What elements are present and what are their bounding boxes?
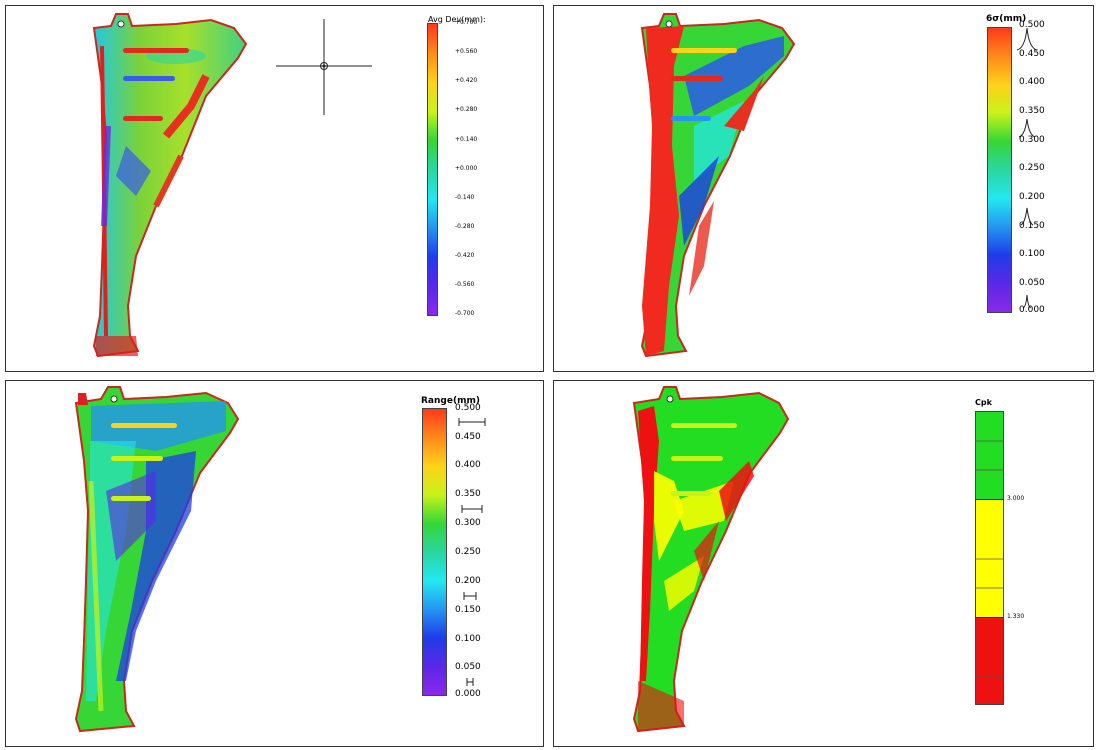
tick-label: -0.700	[455, 310, 475, 317]
tick-label: 0.250	[455, 547, 481, 557]
distribution-curve-icon	[1016, 27, 1038, 51]
distribution-curve-icon	[1018, 118, 1036, 138]
cpk-band-green	[975, 411, 1004, 500]
colorbar-six-sigma	[987, 27, 1012, 313]
tick-label: 0.000	[1019, 305, 1045, 315]
avg-deviation-panel: Avg Dev(mm): +0.700 +0.560 +0.420 +0.280…	[5, 5, 544, 372]
tick-label: 3.000	[1007, 495, 1025, 502]
crosshair-cursor	[276, 19, 372, 115]
cpk-band-red	[975, 617, 1004, 705]
tick-label: 0.100	[455, 634, 481, 644]
tick-label: 0.250	[1019, 163, 1045, 173]
range-bar-icon	[461, 505, 483, 513]
range-panel: Range(mm) 0.500 0.450 0.400 0.350 0.300 …	[5, 380, 544, 747]
range-bar-icon	[458, 418, 486, 426]
tick-label: -0.280	[455, 223, 475, 230]
part-cpk-map	[632, 386, 790, 733]
tick-label: 0.050	[1019, 278, 1045, 288]
tick-label: 0.450	[1019, 49, 1045, 59]
legend-title-cpk: Cpk	[975, 398, 992, 407]
tick-label: +0.420	[455, 77, 478, 84]
tick-label: 0.300	[1019, 135, 1045, 145]
tick-label: 0.400	[455, 460, 481, 470]
tick-label: +0.000	[455, 165, 478, 172]
cpk-bar-grid	[975, 440, 1004, 678]
part-range-map	[74, 386, 240, 733]
distribution-curve-icon	[1022, 294, 1032, 309]
tick-label: +0.560	[455, 48, 478, 55]
legend-title-six-sigma: 6σ(mm)	[986, 14, 1027, 24]
tick-label: 0.500	[1019, 20, 1045, 30]
tick-label: 0.350	[455, 489, 481, 499]
tick-label: 0.150	[455, 605, 481, 615]
tick-label: 0.200	[455, 576, 481, 586]
part-six-sigma-map	[640, 13, 796, 358]
range-bar-icon	[463, 592, 477, 600]
legend-title-avg-dev: Avg Dev(mm):	[428, 15, 486, 24]
legend-title-range: Range(mm)	[421, 396, 480, 406]
cpk-band-yellow	[975, 499, 1004, 617]
tick-label: -0.420	[455, 252, 475, 259]
six-sigma-panel: 6σ(mm) 0.500 0.450 0.400 0.350 0.300 0.2…	[553, 5, 1094, 372]
tick-label: 0.100	[1019, 249, 1045, 259]
part-avg-deviation-map	[92, 13, 248, 358]
tick-label: 0.200	[1019, 192, 1045, 202]
colorbar-avg-dev	[427, 23, 438, 316]
tick-label: 0.350	[1019, 106, 1045, 116]
tick-label: 0.450	[455, 432, 481, 442]
tick-label: -0.560	[455, 281, 475, 288]
tick-label: 0.000	[455, 689, 481, 699]
tick-label: 0.150	[1019, 221, 1045, 231]
distribution-curve-icon	[1020, 207, 1034, 226]
cpk-panel: Cpk 3.000 1.330	[553, 380, 1094, 747]
tick-label: 0.050	[455, 662, 481, 672]
tick-label: 0.300	[455, 518, 481, 528]
range-bar-icon	[466, 678, 474, 686]
tick-label: 0.400	[1019, 77, 1045, 87]
tick-label: 0.500	[455, 403, 481, 413]
tick-label: -0.140	[455, 194, 475, 201]
tick-label: 1.330	[1007, 613, 1025, 620]
tick-label: +0.140	[455, 136, 478, 143]
tick-label: +0.280	[455, 106, 478, 113]
tick-label: +0.700	[455, 19, 478, 26]
colorbar-range	[422, 408, 447, 696]
